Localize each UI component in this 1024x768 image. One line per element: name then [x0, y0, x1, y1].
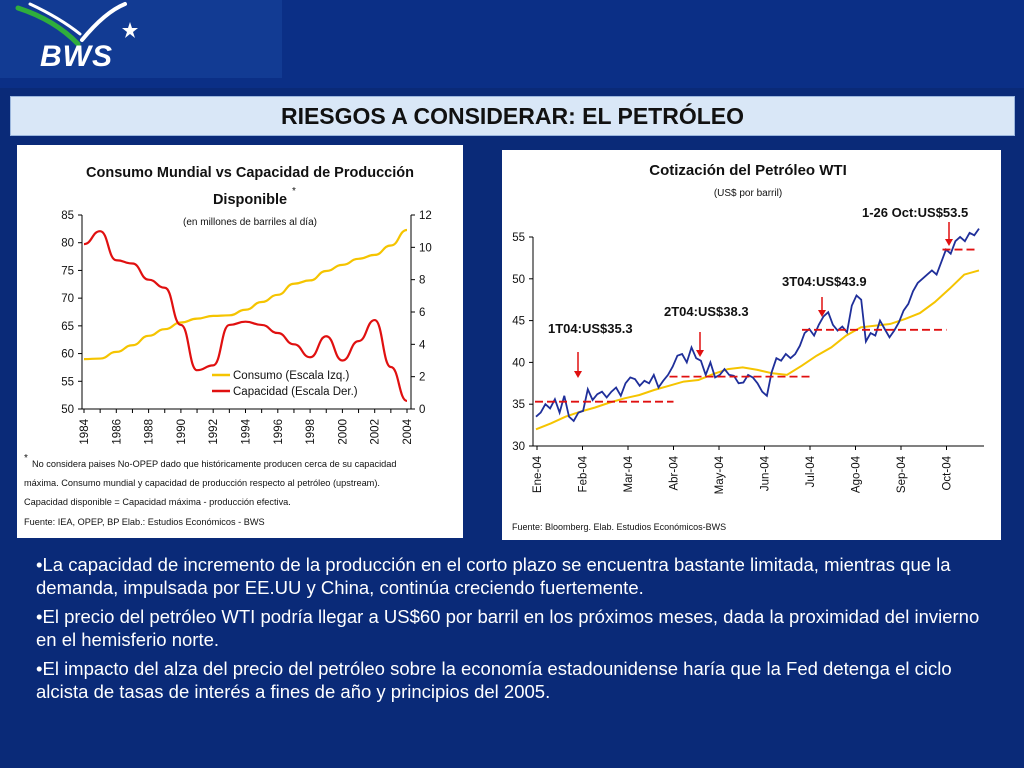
x-tick-label: 1996 [273, 419, 285, 445]
chart-wti-svg: Cotización del Petróleo WTI (US$ por bar… [512, 162, 984, 532]
x-tick-label: 2004 [402, 418, 414, 444]
left-y-tick-label: 50 [61, 404, 74, 416]
arrow-head-icon [945, 239, 953, 246]
footnote-line-3: Capacidad disponible = Capacidad máxima … [24, 497, 291, 507]
x-tick-label: Mar-04 [623, 455, 635, 492]
x-tick-label: 1988 [144, 419, 156, 445]
left-y-tick-label: 80 [61, 238, 74, 250]
y-tick-label: 55 [512, 232, 525, 244]
right-y-tick-label: 2 [419, 372, 425, 384]
x-tick-label: Ago-04 [851, 455, 863, 493]
right-y-tick-label: 0 [419, 404, 425, 416]
x-tick-label: Jun-04 [760, 455, 772, 491]
logo-text: BWS [40, 40, 113, 73]
arrow-head-icon [696, 350, 704, 357]
bullet-list: •La capacidad de incremento de la produc… [36, 554, 996, 710]
chart-right-source: Fuente: Bloomberg. Elab. Estudios Económ… [512, 522, 726, 532]
chart-left-legend: Consumo (Escala Izq.) Capacidad (Escala … [212, 370, 358, 398]
y-tick-label: 50 [512, 274, 525, 286]
bullet-3: •El impacto del alza del precio del petr… [36, 658, 952, 702]
slide-header: BWS [0, 0, 1024, 88]
x-tick-label: 2000 [337, 419, 349, 445]
legend-consumo: Consumo (Escala Izq.) [233, 370, 349, 382]
chart-right-title: Cotización del Petróleo WTI [649, 162, 847, 179]
footnote-line-1: No considera paises No-OPEP dado que his… [32, 459, 397, 469]
x-tick-label: 2002 [370, 419, 382, 445]
logo: BWS [0, 0, 282, 78]
x-tick-label: 1998 [305, 419, 317, 445]
right-y-tick-label: 6 [419, 307, 425, 319]
bullet-1: •La capacidad de incremento de la produc… [36, 554, 951, 598]
y-tick-label: 40 [512, 357, 525, 369]
left-y-tick-label: 55 [61, 376, 74, 388]
bullet-2: •El precio del petróleo WTI podría llega… [36, 606, 980, 650]
arrow-head-icon [818, 310, 826, 317]
series-wti-line [535, 228, 980, 423]
chart-left-subtitle: (en millones de barriles al día) [183, 217, 317, 228]
x-tick-label: Jul-04 [805, 455, 817, 487]
right-y-tick-label: 4 [419, 339, 426, 351]
footnote-line-2: máxima. Consumo mundial y capacidad de p… [24, 478, 380, 488]
x-tick-label: Sep-04 [896, 455, 908, 493]
legend-capacidad: Capacidad (Escala Der.) [233, 386, 358, 398]
series-capacidad-line [83, 230, 408, 403]
left-y-tick-label: 75 [61, 265, 74, 277]
x-tick-label: 1990 [176, 419, 188, 445]
x-tick-label: Feb-04 [578, 455, 590, 492]
left-y-tick-label: 70 [61, 293, 74, 305]
logo-swoosh-icon [15, 2, 138, 47]
slide-title-bar: RIESGOS A CONSIDERAR: EL PETRÓLEO [10, 96, 1015, 136]
y-tick-label: 45 [512, 316, 525, 328]
annotation-3t04: 3T04:US$43.9 [782, 274, 867, 289]
chart-consumo-capacidad-svg: Consumo Mundial vs Capacidad de Producci… [24, 165, 432, 527]
x-tick-label: 1994 [241, 418, 253, 444]
left-y-tick-label: 60 [61, 349, 74, 361]
x-tick-label: Oct-04 [942, 455, 954, 490]
x-tick-label: 1984 [79, 418, 91, 444]
chart-consumo-capacidad: Consumo Mundial vs Capacidad de Producci… [17, 145, 463, 538]
right-y-tick-label: 10 [419, 242, 432, 254]
x-tick-label: Ene-04 [532, 455, 544, 493]
chart-left-title-line1: Consumo Mundial vs Capacidad de Producci… [86, 165, 414, 181]
right-y-tick-label: 8 [419, 275, 425, 287]
x-tick-label: 1992 [208, 419, 220, 445]
chart-left-title-mark: * [292, 186, 296, 197]
series-consumo-line [83, 228, 408, 361]
left-y-tick-label: 65 [61, 321, 74, 333]
y-tick-label: 30 [512, 441, 525, 453]
x-tick-label: 1986 [111, 419, 123, 445]
annotation-oct04: 1-26 Oct:US$53.5 [862, 205, 968, 220]
slide-title: RIESGOS A CONSIDERAR: EL PETRÓLEO [280, 102, 745, 129]
right-y-tick-label: 12 [419, 210, 432, 222]
y-tick-label: 35 [512, 399, 525, 411]
x-tick-label: May-04 [714, 455, 726, 494]
footnote-mark: * [24, 453, 28, 464]
chart-wti: Cotización del Petróleo WTI (US$ por bar… [502, 150, 1001, 540]
chart-left-title-line2: Disponible [213, 192, 287, 208]
arrow-head-icon [574, 371, 582, 378]
annotation-1t04: 1T04:US$35.3 [548, 321, 633, 336]
annotation-2t04: 2T04:US$38.3 [664, 304, 749, 319]
chart-right-subtitle: (US$ por barril) [714, 188, 782, 199]
x-tick-label: Abr-04 [669, 455, 681, 490]
footnote-source: Fuente: IEA, OPEP, BP Elab.: Estudios Ec… [24, 517, 265, 527]
left-y-tick-label: 85 [61, 210, 74, 222]
